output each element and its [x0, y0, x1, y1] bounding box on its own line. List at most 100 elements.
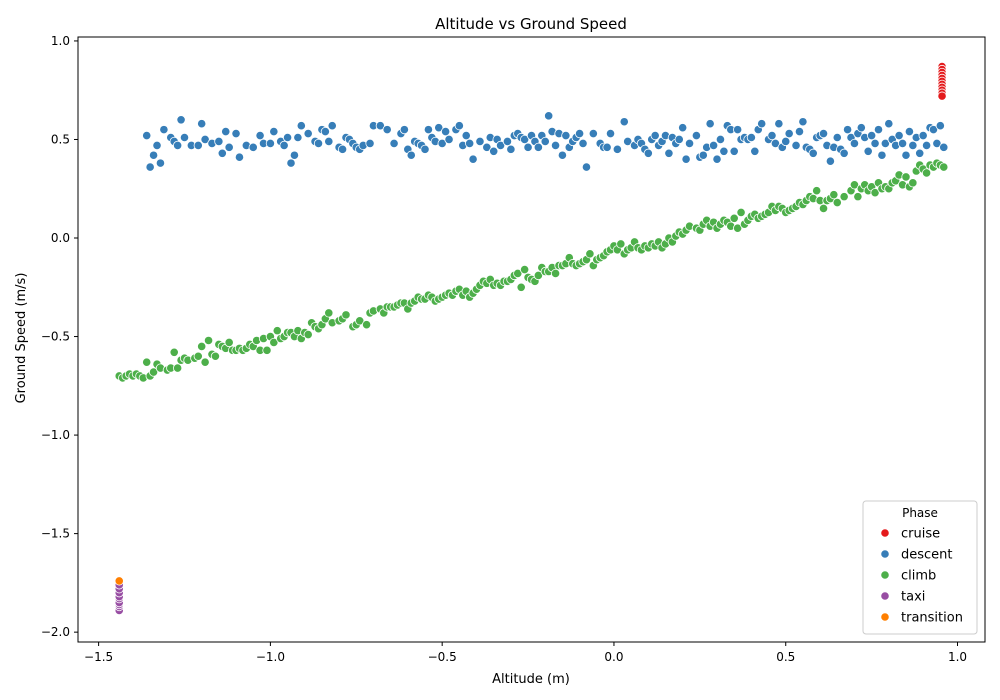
point-descent-83: [506, 144, 516, 154]
series-taxi: [114, 580, 124, 616]
point-descent-120: [650, 130, 660, 141]
point-climb-220: [901, 172, 911, 182]
point-descent-21: [234, 152, 245, 162]
point-descent-172: [839, 148, 849, 158]
y-tick-label: −1.5: [41, 527, 70, 541]
point-descent-1: [145, 162, 155, 172]
legend-label-transition: transition: [901, 611, 963, 626]
point-descent-158: [791, 140, 801, 150]
x-tick-label: −0.5: [428, 650, 457, 664]
point-descent-79: [489, 146, 499, 156]
x-tick-label: −1.5: [84, 650, 113, 664]
point-descent-75: [468, 154, 478, 164]
point-descent-109: [602, 142, 612, 152]
point-climb-140: [616, 239, 626, 249]
point-climb-16: [173, 363, 183, 373]
legend-marker-climb: [880, 570, 890, 580]
point-climb-67: [361, 320, 372, 330]
point-descent-166: [818, 128, 829, 139]
point-climb-131: [585, 249, 595, 259]
point-descent-31: [286, 158, 296, 168]
point-descent-91: [533, 142, 543, 152]
y-tick-label: −0.5: [41, 330, 70, 344]
point-climb-205: [849, 180, 860, 190]
point-descent-198: [928, 125, 939, 135]
point-descent-130: [684, 138, 695, 149]
point-descent-5: [159, 125, 169, 135]
x-tick-label: −1.0: [256, 650, 285, 664]
legend-label-climb: climb: [901, 569, 936, 584]
point-climb-222: [908, 178, 918, 188]
point-descent-196: [921, 140, 932, 150]
axes-frame: [77, 36, 986, 643]
point-descent-20: [231, 128, 241, 139]
point-descent-182: [873, 125, 884, 135]
point-descent-150: [757, 119, 767, 129]
point-climb-10: [148, 367, 159, 377]
legend-label-cruise: cruise: [901, 527, 940, 542]
point-descent-127: [674, 134, 684, 145]
point-descent-10: [179, 132, 190, 143]
x-tick-label: 0.5: [776, 650, 795, 664]
point-descent-87: [520, 134, 530, 145]
point-descent-104: [578, 138, 588, 149]
point-climb-110: [513, 268, 523, 279]
point-descent-175: [849, 138, 860, 149]
point-descent-160: [798, 117, 808, 127]
point-climb-53: [303, 329, 313, 340]
point-descent-106: [588, 128, 598, 139]
point-descent-147: [746, 132, 756, 143]
point-descent-82: [502, 136, 513, 147]
point-descent-105: [581, 162, 592, 172]
point-descent-63: [423, 125, 434, 135]
point-climb-44: [272, 326, 282, 336]
point-descent-23: [248, 142, 258, 152]
point-climb-26: [210, 351, 221, 361]
y-tick-label: 0.5: [51, 132, 70, 146]
point-descent-111: [612, 144, 622, 154]
point-descent-133: [698, 150, 708, 160]
point-climb-66: [355, 316, 365, 326]
point-descent-184: [880, 138, 890, 149]
point-descent-168: [825, 156, 836, 166]
point-climb-41: [262, 345, 272, 355]
point-descent-98: [557, 150, 568, 160]
point-descent-13: [197, 119, 207, 129]
point-climb-206: [853, 192, 863, 202]
point-descent-43: [337, 144, 348, 154]
point-descent-2: [148, 150, 159, 160]
chart-title: Altitude vs Ground Speed: [435, 15, 627, 33]
point-descent-33: [293, 132, 303, 143]
point-descent-12: [193, 140, 203, 150]
point-descent-56: [399, 125, 409, 135]
point-descent-18: [221, 126, 231, 137]
x-axis-label: Altitude (m): [492, 672, 570, 687]
point-descent-62: [420, 144, 430, 154]
point-descent-118: [643, 148, 653, 158]
point-descent-143: [733, 125, 743, 135]
point-descent-71: [454, 121, 464, 131]
series-cruise: [937, 61, 947, 101]
point-descent-14: [200, 134, 210, 145]
point-descent-180: [867, 130, 877, 141]
legend: Phase cruise descent climb taxi transition: [862, 500, 978, 635]
point-climb-174: [736, 207, 746, 217]
point-descent-54: [389, 138, 399, 149]
point-climb-173: [733, 223, 743, 233]
point-descent-190: [901, 150, 911, 160]
point-descent-74: [465, 138, 475, 149]
point-descent-0: [142, 130, 152, 141]
point-descent-41: [327, 121, 337, 131]
point-climb-21: [193, 351, 203, 361]
series-transition: [114, 576, 124, 586]
legend-marker-cruise: [880, 528, 890, 538]
point-descent-37: [313, 138, 324, 149]
point-descent-29: [279, 140, 289, 150]
series-descent: [142, 111, 949, 172]
point-climb-22: [197, 341, 207, 351]
point-descent-19: [224, 142, 234, 152]
point-descent-94: [544, 111, 554, 121]
point-descent-58: [406, 150, 416, 160]
